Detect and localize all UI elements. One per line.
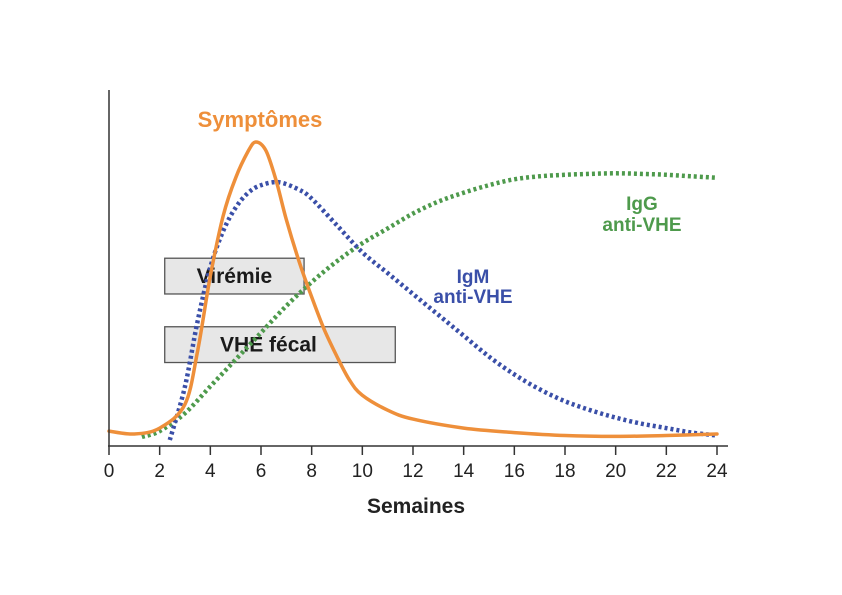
x-tick-label-9: 18 [554, 461, 575, 482]
label-igg: IgG [626, 194, 658, 215]
label-igg-anti-vhe: anti-VHE [602, 215, 681, 236]
series-layer [107, 140, 719, 441]
x-tick-label-3: 6 [256, 461, 267, 482]
x-tick-label-6: 12 [402, 461, 423, 482]
band-0: Virémie [164, 257, 305, 295]
labels-layer: Semaines Symptômes IgM anti-VHE IgG anti… [198, 107, 682, 518]
x-tick-label-11: 22 [656, 461, 677, 482]
band-1: VHE fécal [164, 326, 396, 364]
x-tick-label-5: 10 [352, 461, 373, 482]
x-tick-label-2: 4 [205, 461, 216, 482]
band-box-1 [164, 326, 396, 364]
band-label-0: Virémie [197, 265, 273, 288]
axes-layer [108, 90, 728, 447]
band-box-0 [164, 257, 305, 295]
band-label-1: VHE fécal [220, 334, 317, 357]
series-line-2 [141, 171, 718, 440]
bands-layer: Virémie VHE fécal [164, 257, 396, 364]
series-line-0 [107, 140, 719, 439]
x-tick-label-8: 16 [504, 461, 525, 482]
x-tick-label-12: 24 [706, 461, 728, 482]
series-line-1 [167, 179, 718, 441]
x-tick-label-10: 20 [605, 461, 626, 482]
x-tick-label-0: 0 [104, 461, 115, 482]
x-tick-label-7: 14 [453, 461, 475, 482]
label-igm-anti-vhe: anti-VHE [433, 287, 512, 308]
x-tick-label-1: 2 [154, 461, 165, 482]
x-axis-title: Semaines [367, 495, 465, 518]
label-symptomes: Symptômes [198, 107, 323, 132]
x-tick-label-4: 8 [306, 461, 317, 482]
label-igm: IgM [457, 267, 490, 288]
ticks-layer: 0 2 4 6 8 10 12 14 16 18 20 22 24 [104, 446, 728, 482]
